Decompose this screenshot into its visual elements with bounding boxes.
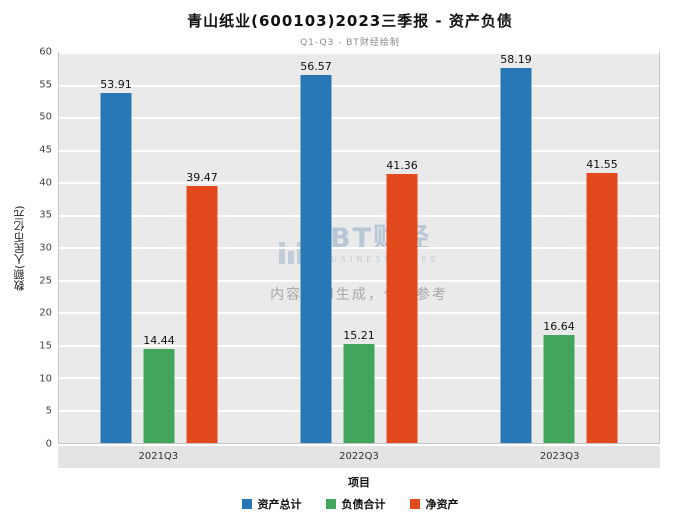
legend-label: 净资产 — [425, 498, 459, 511]
gridline — [59, 312, 659, 315]
y-axis-ticks: 0 5 10 15 20 25 30 35 40 45 50 55 60 — [28, 47, 58, 450]
bar-group: 56.57 15.21 41.36 — [300, 53, 418, 443]
y-tick-label: 50 — [39, 111, 52, 123]
chart-area: 数额(人民币亿元) 0 5 10 15 20 25 30 35 40 45 50 55 60 BT财经 … — [12, 47, 660, 490]
y-tick-label: 15 — [39, 340, 52, 352]
bar-column: 16.64 — [543, 53, 575, 443]
legend-item: 资产总计 — [241, 496, 302, 512]
legend-label: 负债合计 — [341, 498, 386, 511]
legend-item: 净资产 — [409, 496, 459, 512]
x-tick-label: 2023Q3 — [539, 451, 580, 462]
bar-value-label: 41.55 — [586, 157, 618, 171]
y-tick-label: 45 — [39, 144, 52, 156]
gridline — [59, 182, 659, 185]
bar-group: 58.19 16.64 41.55 — [500, 53, 618, 443]
bar-column: 56.57 — [300, 53, 332, 443]
x-axis-tick-band: 2021Q3 2022Q3 2023Q3 — [58, 446, 660, 468]
bar-group: 53.91 14.44 39.47 — [100, 53, 218, 443]
legend-swatch — [409, 499, 420, 509]
bar-value-label: 58.19 — [500, 53, 532, 66]
legend-swatch — [325, 499, 336, 509]
y-tick-label: 5 — [45, 405, 52, 417]
bar-column: 41.36 — [386, 53, 418, 443]
bar-value-label: 14.44 — [143, 334, 175, 348]
bar — [186, 186, 218, 443]
chart-subtitle: Q1-Q3 - BT财经绘制 — [300, 38, 400, 48]
bar — [586, 172, 618, 443]
y-tick-label: 0 — [45, 438, 52, 450]
bar — [300, 75, 332, 443]
bar-column: 41.55 — [586, 53, 618, 443]
y-axis-label: 数额(人民币亿元) — [13, 205, 26, 291]
bar — [386, 174, 418, 443]
legend-label: 资产总计 — [257, 498, 302, 511]
y-tick-label: 10 — [39, 373, 52, 385]
bar-column: 58.19 — [500, 53, 532, 443]
legend-swatch — [241, 499, 252, 509]
y-tick-label: 30 — [39, 242, 52, 254]
y-tick-label: 40 — [39, 177, 52, 189]
gridline — [59, 214, 659, 217]
gridline — [59, 52, 659, 54]
bar — [343, 344, 375, 443]
y-tick-label: 55 — [39, 79, 52, 91]
bar-column: 39.47 — [186, 53, 218, 443]
bar-value-label: 16.64 — [543, 319, 575, 333]
bar — [543, 334, 575, 443]
y-tick-label: 60 — [39, 46, 52, 58]
legend-item: 负债合计 — [325, 496, 386, 512]
bar-value-label: 15.21 — [343, 329, 375, 343]
bar-column: 14.44 — [143, 53, 175, 443]
bar — [100, 92, 132, 443]
y-tick-label: 25 — [39, 275, 52, 287]
y-tick-label: 20 — [39, 307, 52, 319]
bar-value-label: 41.36 — [386, 159, 418, 173]
bar-column: 15.21 — [343, 53, 375, 443]
gridline — [59, 247, 659, 249]
x-axis-label: 项目 — [348, 476, 370, 489]
bar-value-label: 39.47 — [186, 171, 218, 185]
gridline — [59, 279, 659, 282]
bar — [143, 349, 175, 443]
gridline — [59, 84, 659, 87]
bar-value-label: 56.57 — [300, 60, 332, 74]
chart-title: 青山纸业(600103)2023三季报 - 资产负债 — [187, 12, 513, 30]
gridline — [59, 117, 659, 119]
bar — [500, 68, 532, 443]
x-tick-label: 2021Q3 — [138, 451, 179, 462]
x-tick-label: 2022Q3 — [339, 451, 379, 462]
y-tick-label: 35 — [39, 209, 52, 221]
plot-area: BT财经 BUSINESSWIRES 内容由AI生成，仅供参考 53.91 14.… — [58, 52, 660, 444]
legend: 资产总计 负债合计 净资产 — [0, 496, 700, 512]
gridline — [59, 149, 659, 152]
bar-value-label: 53.91 — [100, 77, 132, 91]
bar-column: 53.91 — [100, 53, 132, 443]
